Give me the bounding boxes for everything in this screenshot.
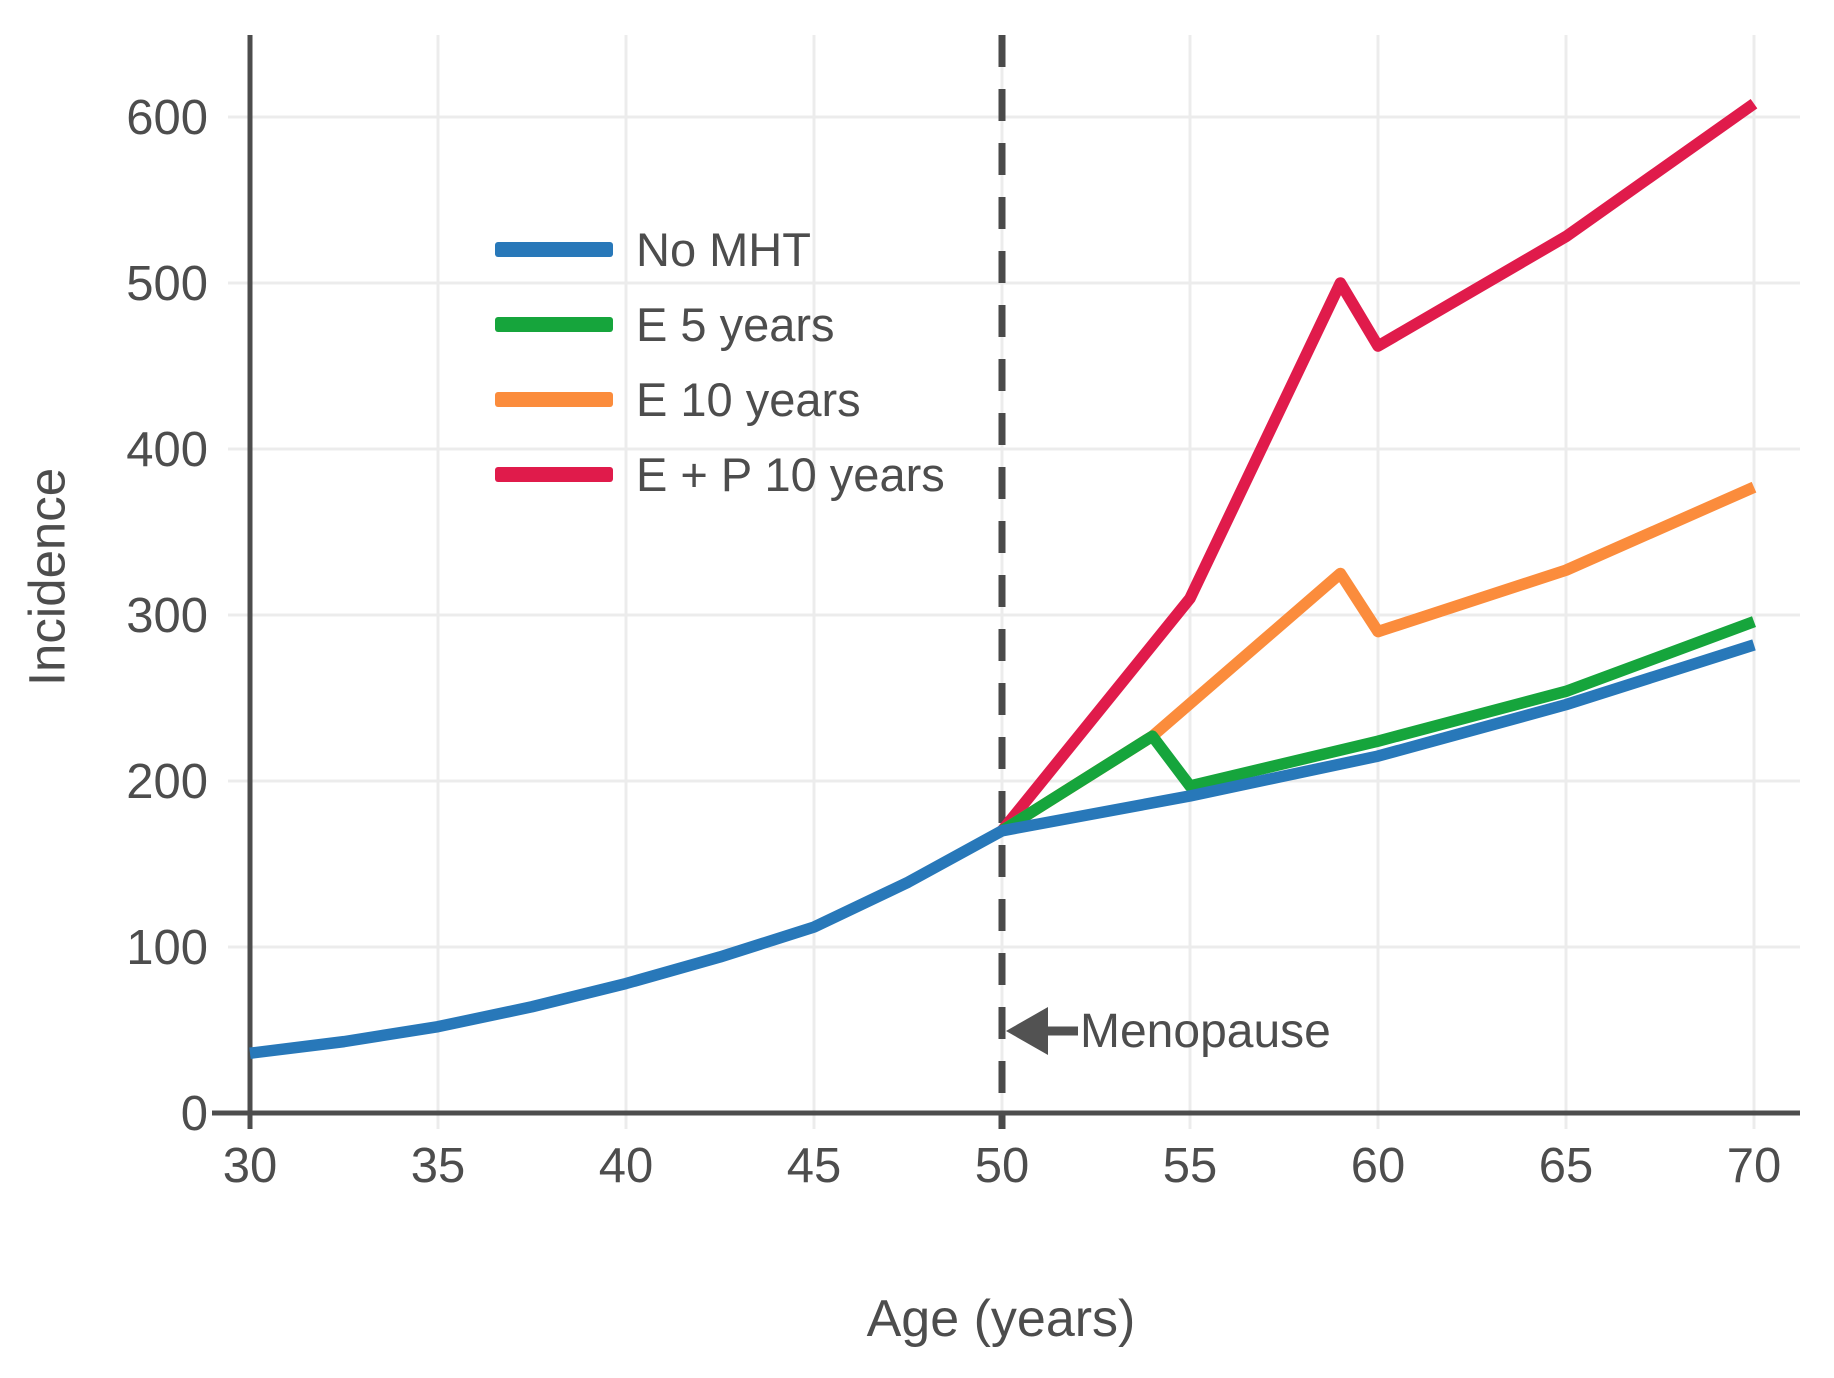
y-tick-label-600: 600 [126,91,208,145]
y-gridlines [228,115,1800,949]
legend: No MHT E 5 years E 10 years E + P 10 yea… [495,212,945,512]
y-tick-label-100: 100 [126,921,208,975]
menopause-arrow-head [1006,1007,1048,1055]
menopause-arrow-icon [1006,1007,1078,1055]
x-tick-label-30: 30 [223,1139,278,1193]
x-tick-label-35: 35 [411,1139,466,1193]
legend-label-e-10-years: E 10 years [636,373,861,426]
series-line-no-mht [249,639,1756,1059]
menopause-annotation-label: Menopause [1080,1005,1331,1058]
legend-label-e-p-10-years: E + P 10 years [636,448,945,501]
y-tick-label-0: 0 [181,1087,208,1141]
legend-item-e-p-10-years: E + P 10 years [495,437,945,512]
x-tick-label-65: 65 [1539,1139,1594,1193]
legend-swatch-e-5-years-icon [495,317,613,332]
legend-item-e-5-years: E 5 years [495,287,945,362]
x-tick-label-55: 55 [1163,1139,1218,1193]
y-tick-label-300: 300 [126,589,208,643]
x-tick-label-45: 45 [787,1139,842,1193]
x-tick-label-50: 50 [975,1139,1030,1193]
y-tick-label-500: 500 [126,257,208,311]
series-line-e-p-10-years [997,99,1758,835]
legend-item-e-10-years: E 10 years [495,362,945,437]
x-tick-label-60: 60 [1351,1139,1406,1193]
x-tick-label-40: 40 [599,1139,654,1193]
legend-swatch-no-mht-icon [495,242,613,257]
tick-labels: 30 35 40 45 50 55 60 65 70 0 100 200 300 400 500 600 [126,91,1781,1193]
x-gridlines [436,35,1756,1129]
legend-swatch-e-10-years-icon [495,392,613,407]
x-axis-title: Age (years) [866,1290,1136,1348]
x-tick-label-70: 70 [1727,1139,1782,1193]
y-tick-label-200: 200 [126,755,208,809]
y-axis-title-text: Incidence [18,467,76,687]
legend-swatch-e-p-10-years-icon [495,467,613,482]
legend-item-no-mht: No MHT [495,212,945,287]
y-tick-label-400: 400 [126,423,208,477]
legend-label-e-5-years: E 5 years [636,298,835,351]
legend-label-no-mht: No MHT [636,223,811,276]
series-line-e-5-years [998,616,1756,836]
